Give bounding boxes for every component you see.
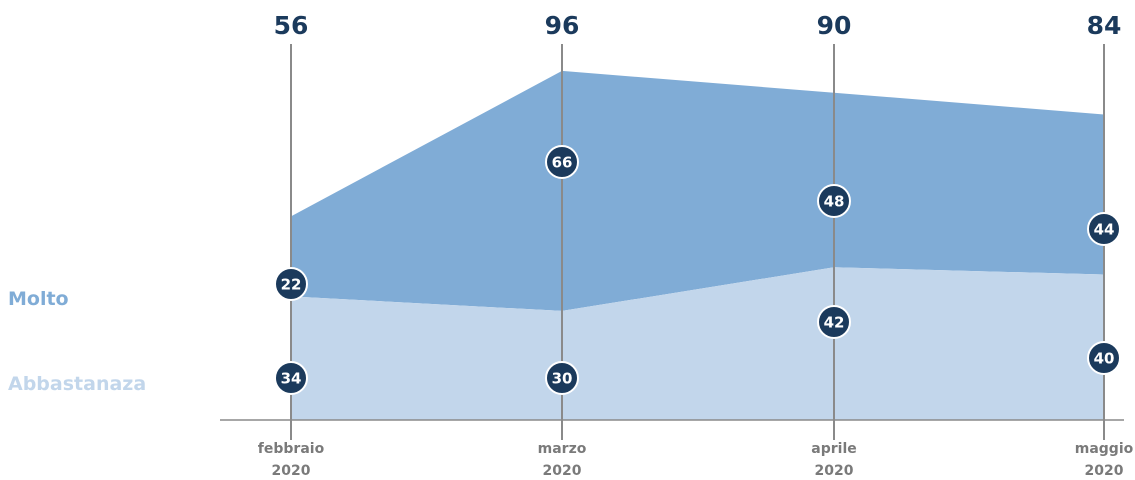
category-label-year: 2020 <box>1085 463 1124 479</box>
category-label-year: 2020 <box>543 463 582 479</box>
badge-molto-circle <box>817 184 851 218</box>
area-molto <box>291 70 1104 311</box>
total-label: 96 <box>545 11 580 40</box>
badge-molto-value: 48 <box>824 193 845 211</box>
badge-molto-value: 22 <box>281 276 302 294</box>
badge-molto-circle <box>1087 212 1121 246</box>
badge-abbastanaza-value: 34 <box>281 370 302 388</box>
badge-abbastanaza-circle <box>545 361 579 395</box>
badge-molto-value: 44 <box>1094 221 1115 239</box>
badge-abbastanaza-circle <box>274 361 308 395</box>
legend-molto: Molto <box>8 288 69 310</box>
category-label-month: maggio <box>1075 441 1134 457</box>
category-label-year: 2020 <box>815 463 854 479</box>
total-label: 84 <box>1087 11 1122 40</box>
category-label-year: 2020 <box>272 463 311 479</box>
badge-molto-circle <box>545 145 579 179</box>
legend-abbastanaza: Abbastanaza <box>8 373 146 395</box>
badge-abbastanaza-circle <box>1087 341 1121 375</box>
badge-molto-value: 66 <box>552 154 573 172</box>
badge-abbastanaza-value: 40 <box>1094 350 1115 368</box>
badge-abbastanaza-value: 30 <box>552 370 573 388</box>
category-label-month: aprile <box>811 441 856 457</box>
total-label: 56 <box>274 11 309 40</box>
category-label-month: febbraio <box>258 441 325 457</box>
category-label-month: marzo <box>538 441 587 457</box>
badge-abbastanaza-value: 42 <box>824 314 845 332</box>
badge-molto-circle <box>274 267 308 301</box>
total-label: 90 <box>817 11 852 40</box>
area-abbastanaza <box>291 267 1104 420</box>
badge-abbastanaza-circle <box>817 305 851 339</box>
